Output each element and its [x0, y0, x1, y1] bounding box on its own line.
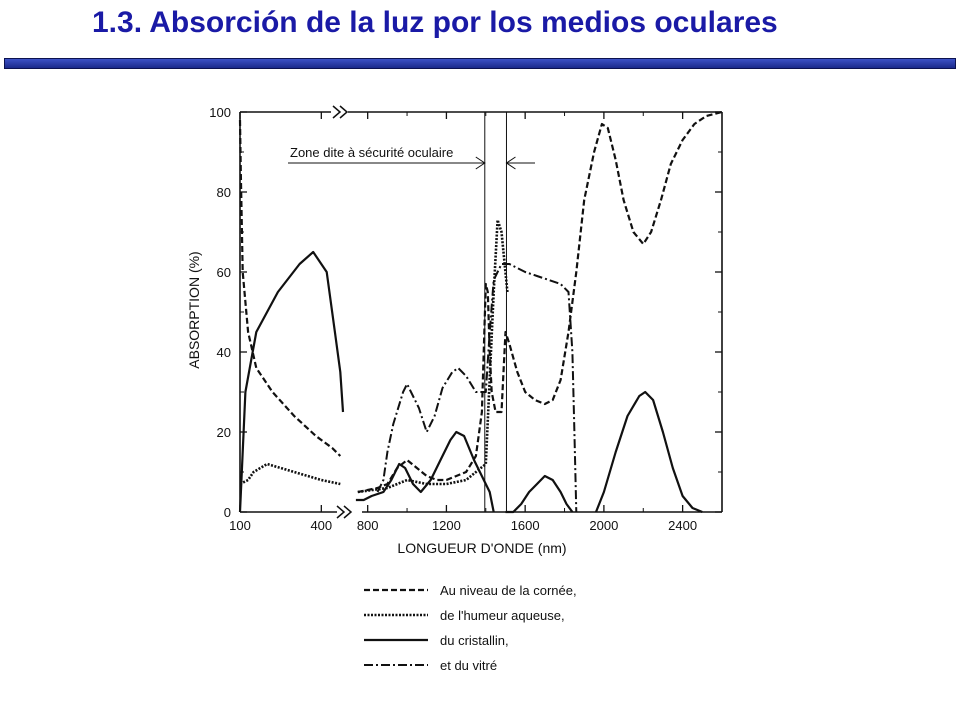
legend-label-4: et du vitré: [440, 658, 497, 673]
title-underline-bar: [4, 58, 956, 69]
legend-label-1: Au niveau de la cornée,: [440, 583, 577, 598]
slide-title: 1.3. Absorción de la luz por los medios …: [92, 6, 778, 39]
y-tick-label: 60: [217, 265, 231, 280]
y-tick-label: 100: [209, 105, 231, 120]
y-axis-label: ABSORPTION (%): [186, 251, 202, 368]
y-tick-label: 0: [224, 505, 231, 520]
axis-break-bottom: [336, 505, 353, 519]
y-tick-label: 40: [217, 345, 231, 360]
series-group: [238, 110, 723, 514]
series-line-2: [239, 218, 509, 494]
legend-label-2: de l'humeur aqueuse,: [440, 608, 565, 623]
x-tick-label: 1200: [432, 518, 461, 533]
legend: Au niveau de la cornée, de l'humeur aqueu…: [364, 583, 577, 673]
y-tick-label: 20: [217, 425, 231, 440]
axis-break-top: [332, 105, 349, 119]
annotation-group: Zone dite à sécurité oculaire: [288, 112, 535, 512]
plot-frame: [239, 105, 723, 519]
zone-arrow-right: [505, 156, 516, 170]
y-tick-label: 80: [217, 185, 231, 200]
axis-ticks: 0 20 40 60 80 100 100 400 800 1200 1600 2000 2400: [209, 105, 723, 533]
zone-arrow-left: [475, 156, 486, 170]
series-line-1: [238, 110, 723, 494]
series-line-4: [376, 263, 578, 513]
x-tick-label: 1600: [511, 518, 540, 533]
zone-annotation-label: Zone dite à sécurité oculaire: [290, 145, 453, 160]
legend-label-3: du cristallin,: [440, 633, 509, 648]
x-tick-label: 2000: [589, 518, 618, 533]
x-tick-label: 800: [357, 518, 379, 533]
series-line-3: [238, 250, 703, 514]
x-tick-label: 100: [229, 518, 251, 533]
x-tick-label: 2400: [668, 518, 697, 533]
x-tick-label: 400: [310, 518, 332, 533]
x-axis-label: LONGUEUR D'ONDE (nm): [397, 540, 566, 556]
